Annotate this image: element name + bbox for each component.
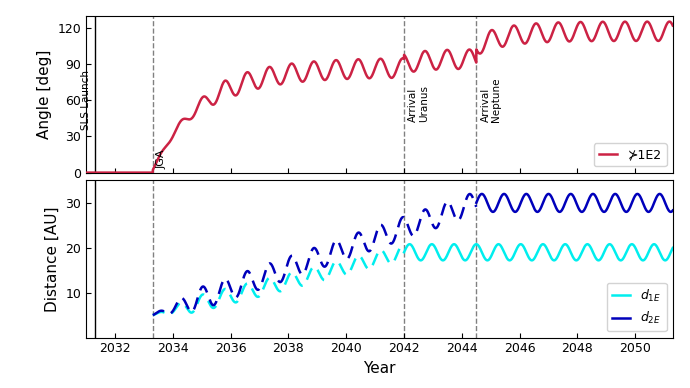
Legend: $d_{1E}$, $d_{2E}$: $d_{1E}$, $d_{2E}$ (607, 283, 667, 331)
Y-axis label: Angle [deg]: Angle [deg] (37, 49, 52, 139)
Text: SLS Launch: SLS Launch (81, 70, 92, 130)
Y-axis label: Distance [AU]: Distance [AU] (45, 206, 60, 312)
Text: JGA: JGA (156, 149, 166, 169)
Legend: ⊁1E2: ⊁1E2 (593, 143, 667, 166)
X-axis label: Year: Year (363, 361, 396, 376)
Text: Arrival
Uranus: Arrival Uranus (408, 85, 429, 122)
Text: Arrival
Neptune: Arrival Neptune (481, 77, 502, 122)
